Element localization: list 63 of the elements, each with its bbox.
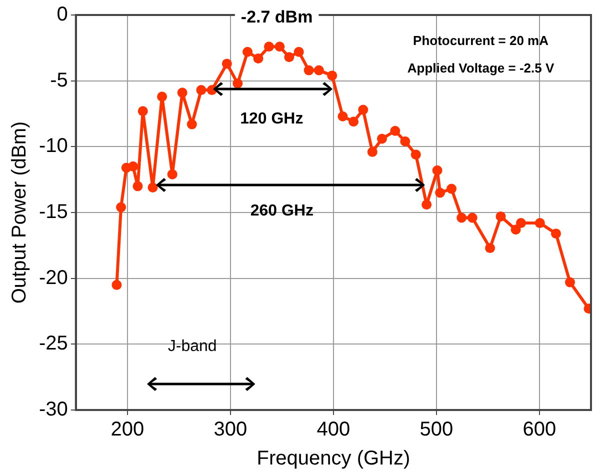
point: [157, 92, 168, 102]
point: [294, 46, 304, 57]
point: [534, 218, 545, 228]
point: [467, 212, 478, 223]
point: [446, 184, 457, 194]
point: [390, 126, 400, 136]
annotation: 120 GHz: [240, 110, 304, 128]
point: [304, 65, 314, 76]
x-axis-title: Frequency (GHz): [256, 448, 410, 470]
y-tick-label: -30: [39, 398, 68, 421]
point: [177, 88, 188, 98]
point: [400, 136, 410, 146]
point: [242, 46, 253, 57]
point: [496, 211, 506, 222]
point: [338, 111, 348, 122]
point: [138, 106, 148, 116]
point: [148, 182, 158, 192]
y-tick-label: -5: [50, 69, 68, 92]
point: [167, 169, 178, 180]
point: [274, 42, 285, 52]
point: [376, 134, 387, 144]
point: [348, 116, 359, 127]
point: [186, 119, 197, 130]
y-tick-label: -15: [39, 201, 68, 224]
point: [314, 65, 324, 76]
annotation: -2.7 dBm: [240, 7, 313, 26]
point: [358, 104, 368, 115]
x-tick-label: 200: [110, 418, 144, 441]
point: [128, 161, 138, 172]
point: [222, 58, 232, 69]
annotation: 260 GHz: [250, 202, 314, 220]
point: [435, 188, 446, 198]
point: [196, 85, 206, 96]
annotation: J-band: [168, 338, 217, 356]
annotation: Applied Voltage = -2.5 V: [407, 60, 554, 76]
point: [564, 277, 575, 288]
x-tick-label: 300: [214, 418, 248, 441]
point: [410, 150, 421, 160]
point: [284, 52, 294, 62]
point: [116, 202, 126, 212]
x-tick-label: 600: [522, 418, 556, 441]
point: [264, 42, 274, 52]
point: [510, 224, 521, 235]
point: [422, 200, 432, 210]
point: [456, 212, 467, 223]
x-tick-label: 400: [316, 418, 350, 441]
point: [485, 243, 496, 254]
y-tick-label: -20: [39, 266, 68, 289]
point: [253, 53, 264, 64]
point: [132, 181, 143, 192]
point: [232, 78, 243, 88]
point: [432, 165, 442, 176]
y-tick-label: -10: [39, 135, 68, 158]
point: [112, 280, 122, 290]
point: [367, 146, 378, 157]
x-tick-label: 500: [420, 418, 454, 441]
point: [550, 228, 561, 239]
annotation: Photocurrent = 20 mA: [413, 32, 550, 48]
y-tick-label: -25: [39, 332, 68, 355]
point: [327, 70, 338, 81]
y-tick-label: 0: [56, 4, 68, 26]
y-axis-title: Output Power (dBm): [8, 121, 31, 304]
point: [516, 218, 526, 228]
